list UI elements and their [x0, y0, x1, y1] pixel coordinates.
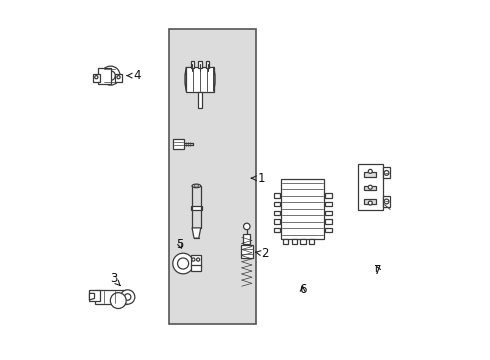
Circle shape [368, 169, 372, 173]
Circle shape [196, 258, 200, 261]
Bar [98, 68, 111, 84]
Polygon shape [90, 293, 95, 300]
Bar [198, 61, 202, 68]
Bar [191, 255, 200, 267]
Circle shape [121, 290, 135, 304]
Bar [274, 202, 280, 206]
Circle shape [173, 253, 194, 274]
Bar [300, 239, 306, 244]
Bar [191, 265, 200, 271]
Bar [383, 196, 390, 207]
Bar [358, 164, 383, 210]
Bar [274, 211, 280, 215]
Bar [325, 219, 332, 224]
Bar [170, 29, 256, 324]
Bar [292, 239, 297, 244]
Bar [241, 245, 252, 258]
Bar [197, 91, 202, 108]
Text: 6: 6 [299, 283, 306, 296]
Circle shape [368, 201, 372, 205]
Text: 2: 2 [255, 247, 269, 260]
Bar [365, 186, 376, 190]
Circle shape [192, 258, 195, 261]
Bar [93, 75, 100, 82]
Circle shape [384, 199, 389, 204]
Circle shape [101, 66, 120, 85]
Bar [274, 193, 280, 198]
Text: 7: 7 [374, 264, 382, 276]
Bar [191, 61, 195, 68]
Bar [274, 219, 280, 224]
Bar [243, 234, 250, 244]
Bar [95, 290, 127, 304]
Text: 4: 4 [127, 69, 141, 82]
Circle shape [384, 171, 389, 175]
Bar [309, 239, 315, 244]
Bar [325, 211, 332, 215]
Circle shape [110, 293, 126, 309]
Bar [274, 228, 280, 232]
Polygon shape [192, 228, 201, 238]
Bar [283, 239, 288, 244]
Bar [89, 290, 100, 301]
Ellipse shape [194, 185, 199, 187]
Bar [383, 167, 390, 179]
Bar [115, 75, 122, 82]
Bar [325, 193, 332, 198]
Bar [173, 139, 184, 149]
Bar [365, 199, 376, 204]
Bar [206, 61, 209, 68]
Polygon shape [214, 67, 215, 91]
Bar [281, 179, 324, 238]
Circle shape [244, 223, 250, 230]
Bar [191, 206, 201, 210]
Circle shape [95, 76, 98, 79]
Bar [365, 172, 376, 177]
Bar [325, 228, 332, 232]
Circle shape [124, 294, 131, 300]
Bar [186, 67, 214, 91]
Polygon shape [185, 67, 186, 91]
Circle shape [106, 71, 115, 80]
Circle shape [368, 185, 372, 189]
Ellipse shape [192, 184, 201, 188]
Text: 1: 1 [251, 172, 265, 185]
Circle shape [117, 76, 120, 79]
Text: 3: 3 [110, 273, 120, 285]
Text: 5: 5 [176, 238, 184, 251]
Bar [325, 202, 332, 206]
Circle shape [177, 258, 189, 269]
